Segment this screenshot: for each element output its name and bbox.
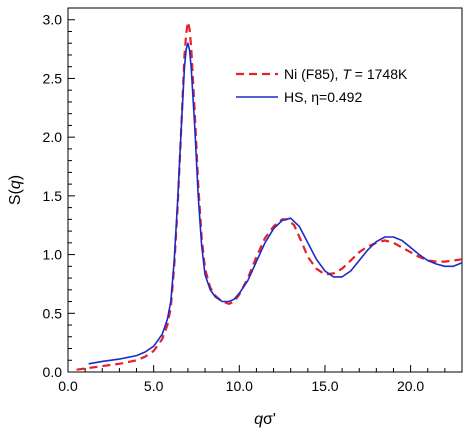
legend: Ni (F85), T = 1748K HS, η=0.492	[236, 66, 408, 105]
y-axis-label-close: )	[7, 175, 24, 180]
y-axis-label-main: S(	[7, 188, 24, 205]
x-axis-ticks: 0.0 5.0 10.0 15.0 20.0	[58, 365, 463, 394]
series-layer	[76, 21, 463, 371]
x-axis-label: qσ'	[254, 411, 276, 428]
y-tick-label: 0.5	[43, 305, 63, 321]
y-axis-label: S(q)	[7, 175, 24, 205]
x-axis-label-suffix: σ'	[263, 411, 276, 428]
legend-label-ni: Ni (F85), T = 1748K	[284, 66, 408, 82]
series-hs-line	[88, 42, 463, 365]
y-tick-label: 3.0	[43, 12, 63, 28]
y-axis-ticks: 0.0 0.5 1.0 1.5 2.0 2.5 3.0	[43, 12, 75, 380]
x-tick-label: 0.0	[58, 378, 78, 394]
y-tick-label: 1.5	[43, 188, 63, 204]
y-tick-label: 0.0	[43, 364, 63, 380]
x-axis-label-var: q	[254, 411, 263, 428]
plot-frame	[67, 7, 463, 373]
x-tick-label: 15.0	[311, 378, 338, 394]
legend-label-hs: HS, η=0.492	[284, 89, 362, 105]
y-tick-label: 1.0	[43, 247, 63, 263]
x-tick-label: 20.0	[397, 378, 424, 394]
y-axis-label-var: q	[7, 180, 24, 189]
y-tick-label: 2.0	[43, 129, 63, 145]
y-tick-label: 2.5	[43, 70, 63, 86]
x-tick-label: 10.0	[226, 378, 253, 394]
x-tick-label: 5.0	[144, 378, 164, 394]
